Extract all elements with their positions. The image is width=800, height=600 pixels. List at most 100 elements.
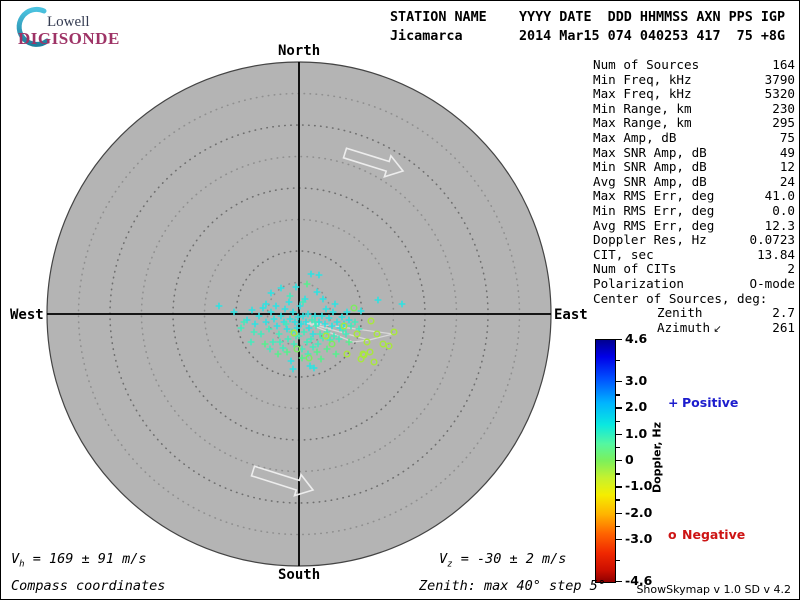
stat-value: 0.0 [772,202,795,218]
stat-label: Max Range, km [593,115,692,131]
stat-row: Doppler Res, Hz 0.0723 [593,233,795,248]
stat-value: 164 [772,57,795,72]
colorbar-minor-tick [615,446,620,449]
colorbar-tick-label: 4.6 [625,331,648,346]
colorbar-axis-label: Doppler, Hz [650,421,664,494]
stat-label: Max Amp, dB [593,129,677,145]
colorbar-tick-label: -3.0 [625,530,653,546]
colorbar-tick-label: 0 [625,452,634,467]
stat-row: Max Range, km 295 [593,116,795,131]
stat-value: 2.7 [772,305,795,321]
software-version: ShowSkymap v 1.0 SD v 4.2 [636,583,791,596]
scatter-circle-points [290,304,398,366]
logo-text-digisonde: DIGISONDE [18,29,120,48]
compass-label-west: West [10,307,44,323]
compass-label-south: South [278,567,321,583]
stat-row: Polarization O-mode [593,275,796,292]
stat-row: Min Freq, kHz 3790 [593,71,795,88]
colorbar-major-tick [615,339,622,341]
stat-value: 49 [779,144,795,160]
stat-row: CIT, sec 13.84 [593,246,795,263]
colorbar-tick-label: 2.0 [625,399,648,415]
stat-row: Min SNR Amp, dB 12 [593,160,795,175]
vz-symbol: V [439,551,448,567]
colorbar-tick-label: -2.0 [625,504,653,520]
stat-row: Min Range, km 230 [593,101,795,117]
azimuth-direction-icon: ↙ [710,323,722,335]
stat-value: 41.0 [764,188,795,204]
colorbar-minor-tick [615,420,620,422]
horizontal-velocity-readout: Vh = 169 ± 91 m/s [11,551,146,570]
colorbar-major-tick [615,512,622,514]
plus-marker-icon: + [668,395,679,410]
vh-symbol: V [11,551,20,567]
legend-negative-label: Negative [682,527,746,542]
stat-label: Max SNR Amp, dB [593,144,707,160]
colorbar-major-tick [615,460,622,462]
stat-label: Min SNR Amp, dB [593,159,707,175]
colorbar-major-tick [615,433,622,436]
stat-value: 24 [779,173,795,189]
stat-label: Max RMS Err, deg [593,188,715,204]
stats-panel: Num of Sources 164 Min Freq, kHz 3790 Max Fr… [593,57,796,337]
stat-label: Doppler Res, Hz [593,232,707,248]
stat-value: 75 [779,129,795,145]
stat-label: Min RMS Err, deg [593,202,715,218]
lowell-digisonde-logo: Lowell DIGISONDE [1,1,121,56]
colorbar-tick-label: 3.0 [625,373,648,389]
colorbar-minor-tick [615,559,620,562]
stat-row: Min RMS Err, deg 0.0 [593,202,795,219]
colorbar-minor-tick [615,473,620,475]
stat-label: Azimuth ↙ [657,319,722,335]
compass-label-north: North [278,43,321,59]
legend-positive-label: Positive [682,395,739,410]
stat-row: Num of Sources 164 [593,57,795,73]
stat-row: Max SNR Amp, dB 49 [593,144,795,161]
doppler-colorbar [595,339,616,583]
vz-value: = -30 ± 2 m/s [452,551,567,567]
crescent-icon [16,6,50,47]
stat-value: 0.0723 [749,232,796,248]
legend-positive: + Positive [668,395,738,410]
stat-row: Max Freq, kHz 5320 [593,87,795,102]
stat-value: 295 [772,115,795,131]
legend-negative: o Negative [668,527,745,542]
vz-subscript: z [447,559,453,570]
stat-value: 5320 [764,86,795,102]
stat-row: Avg SNR Amp, dB 24 [593,173,795,190]
colorbar-tick-label: 1.0 [625,425,648,441]
stat-value: 12.3 [764,217,795,233]
stat-value: 2 [787,261,795,277]
stat-label: Center of Sources, deg: [593,290,768,306]
stat-row: Max RMS Err, deg 41.0 [593,189,795,204]
drift-direction-arrows [250,147,405,497]
stat-label: Avg RMS Err, deg [593,217,715,233]
stat-label: Zenith [657,305,703,321]
stat-value: 261 [772,319,795,335]
stat-label: Num of CITs [593,261,677,277]
colorbar-minor-tick [615,360,620,362]
arrow-icon [250,465,315,497]
header-values-row: Jicamarca 2014 Mar15 074 040253 417 75 +… [390,29,786,44]
station-header: STATION NAME YYYY DATE DDD HHMMSS AXN PP… [390,8,785,46]
stat-value: O-mode [749,275,796,291]
header-columns-row: STATION NAME YYYY DATE DDD HHMMSS AXN PP… [390,10,786,25]
stat-label: Num of Sources [593,57,700,72]
stat-row: Zenith 2.7 [593,305,795,321]
coordinate-system-label: Compass coordinates [11,578,166,594]
stat-value: 13.84 [757,246,795,262]
logo-text-lowell: Lowell [47,14,90,30]
colorbar-minor-tick [615,394,620,396]
colorbar-tick-label: -4.6 [625,573,653,588]
stat-label: Avg SNR Amp, dB [593,173,707,189]
stat-row: Avg RMS Err, deg 12.3 [593,217,795,234]
colorbar-tick-label: -1.0 [625,478,653,494]
colorbar-major-tick [615,581,622,583]
arrow-icon [342,147,405,179]
stat-value: 3790 [764,71,795,87]
colorbar-major-tick [615,486,622,488]
colorbar-major-tick [615,407,622,409]
colorbar-major-tick [615,381,622,383]
